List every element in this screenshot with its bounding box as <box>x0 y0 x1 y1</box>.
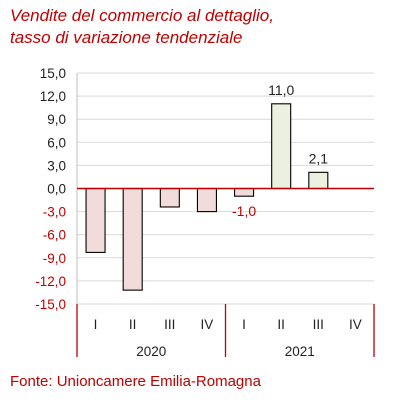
bar <box>234 187 255 197</box>
bar <box>85 187 106 253</box>
y-tick-label: -9,0 <box>43 251 66 266</box>
data-label: -1,0 <box>232 203 256 219</box>
year-group-label: 2020 <box>136 344 166 359</box>
y-tick-label: -12,0 <box>35 274 66 289</box>
y-axis-tick-labels: 15,0 12,0 9,0 6,0 3,0 0,0 -3,0 -6,0 -9,0 -12,0 -15… <box>35 66 66 312</box>
bar <box>122 187 143 291</box>
year-group-label: 2021 <box>285 344 315 359</box>
source-note: Fonte: Unioncamere Emilia-Romagna <box>10 373 261 390</box>
x-tick-label: III <box>164 317 175 332</box>
y-tick-label: 0,0 <box>47 182 66 197</box>
x-tick-label: II <box>129 317 137 332</box>
bar <box>308 171 329 190</box>
chart-title: Vendite del commercio al dettaglio, tass… <box>10 5 395 49</box>
axes <box>76 73 375 357</box>
data-labels: -1,0 11,0 2,1 <box>232 82 328 219</box>
data-label: 11,0 <box>268 82 294 98</box>
data-label: 2,1 <box>309 150 329 166</box>
y-tick-label: 3,0 <box>47 158 66 173</box>
y-tick-label: 9,0 <box>47 112 66 127</box>
x-tick-label: III <box>313 317 324 332</box>
y-tick-label: -6,0 <box>43 228 66 243</box>
bar <box>196 187 217 213</box>
x-tick-label: I <box>242 317 246 332</box>
x-tick-label: IV <box>349 317 362 332</box>
chart-title-line-1: Vendite del commercio al dettaglio, <box>10 6 274 25</box>
bars <box>85 103 329 291</box>
chart-title-line-2: tasso di variazione tendenziale <box>10 28 243 47</box>
y-tick-label: -3,0 <box>43 205 66 220</box>
x-tick-label: II <box>277 317 285 332</box>
bar <box>159 187 180 208</box>
y-tick-label: -15,0 <box>35 297 66 312</box>
bar <box>271 103 292 190</box>
x-tick-label: IV <box>201 317 214 332</box>
y-tick-label: 6,0 <box>47 135 66 150</box>
x-tick-label: I <box>94 317 98 332</box>
y-tick-label: 12,0 <box>40 89 66 104</box>
y-tick-label: 15,0 <box>40 66 66 81</box>
